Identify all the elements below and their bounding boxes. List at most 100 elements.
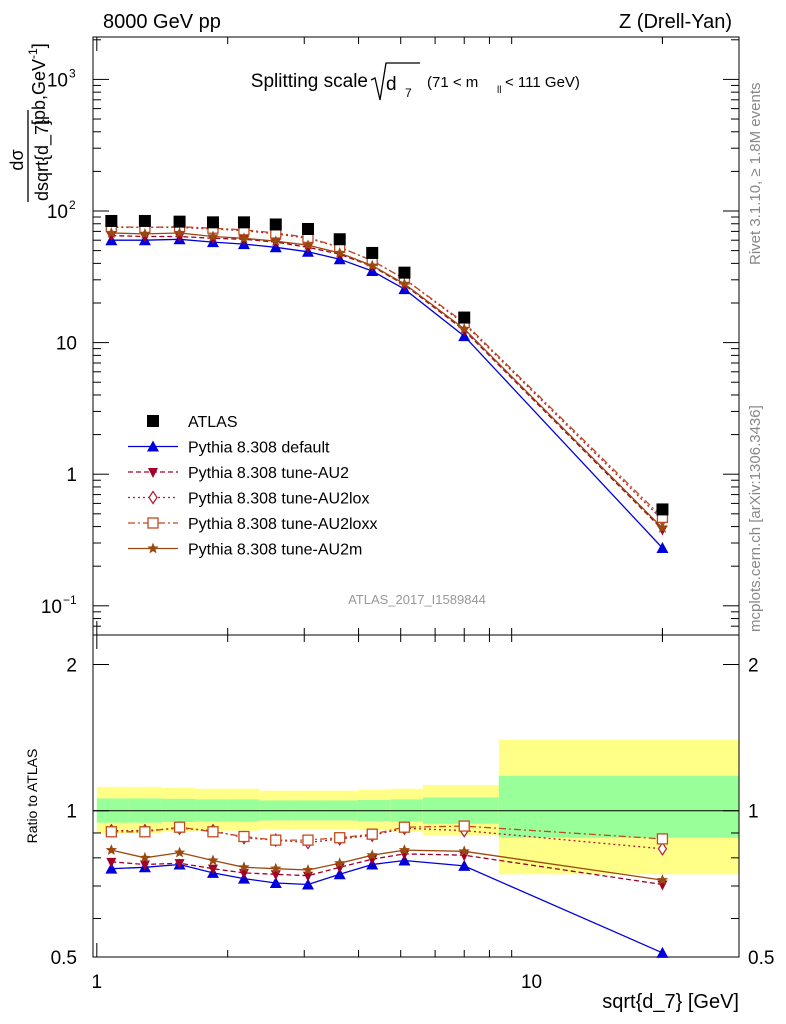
ratio-point-default — [656, 946, 669, 958]
ratio-point-au2 — [139, 860, 150, 871]
point-au2m — [139, 227, 151, 239]
y-tick-label-ratio-right: 1 — [748, 802, 759, 823]
analysis-watermark: ATLAS_2017_I1589844 — [348, 592, 486, 607]
legend-label-au2: Pythia 8.308 tune-AU2 — [188, 465, 349, 482]
axis-ticks — [93, 37, 740, 958]
ratio-point-au2loxx — [207, 826, 219, 838]
legend-marker-au2 — [148, 468, 158, 478]
sqrt-sign-icon — [370, 62, 420, 101]
point-atlas — [173, 215, 186, 228]
ratio-point-au2m — [139, 851, 151, 863]
point-atlas — [366, 246, 379, 259]
point-atlas — [656, 503, 669, 516]
point-atlas — [138, 214, 151, 227]
legend-marker-au2m — [147, 542, 159, 554]
y-tick-label-main: 10 — [47, 70, 68, 91]
ratio-point-default — [105, 862, 118, 874]
x-tick-label: 10 — [521, 972, 542, 993]
ratio-point-default — [269, 877, 282, 889]
y-tick-label-main: 1 — [66, 465, 77, 486]
legend-marker-au2loxx — [147, 517, 159, 529]
ratio-line-au2m — [111, 849, 663, 881]
point-au2m — [270, 235, 282, 246]
y-tick-label-ratio-right: 0.5 — [748, 948, 774, 969]
ratio-point-default — [458, 859, 471, 871]
ratio-point-au2loxx — [270, 834, 282, 846]
y-tick-label-main: 10 — [47, 202, 68, 223]
ratio-point-au2lox — [657, 841, 668, 856]
ratio-point-au2 — [174, 859, 185, 870]
ratio-point-au2m — [270, 862, 282, 874]
ratio-point-au2loxx — [238, 830, 250, 843]
ratio-point-au2m — [173, 846, 186, 858]
y-tick-label-main: 10 — [56, 334, 77, 355]
title-cut-a: (71 < m — [427, 74, 478, 91]
point-atlas — [237, 216, 250, 229]
ratio-point-au2loxx — [139, 826, 151, 838]
ratio-point-au2m — [105, 844, 118, 855]
y-tick-label-ratio-right: 2 — [748, 655, 759, 676]
ratio-point-au2 — [207, 864, 218, 875]
ratio-point-au2m — [398, 844, 411, 855]
ratio-line-au2lox — [111, 827, 663, 850]
ratio-point-au2loxx — [366, 828, 378, 840]
point-au2m — [238, 232, 250, 244]
ratio-point-au2loxx — [334, 832, 346, 844]
ratio-point-default — [333, 868, 346, 880]
series-line-au2m — [111, 232, 663, 529]
title-cut-b: < 111 GeV) — [505, 74, 580, 91]
ratio-point-au2loxx — [656, 833, 669, 845]
y-tick-label-main: 10 — [41, 597, 62, 618]
legend-marker-au2lox — [148, 490, 158, 505]
ratio-point-default — [301, 878, 314, 890]
y-axis-unit: [pb,GeV-1] — [26, 43, 49, 125]
series-line-default — [111, 238, 663, 549]
point-au2m — [207, 230, 219, 242]
band-inner-bin — [498, 775, 739, 838]
point-au2m — [656, 522, 669, 533]
ratio-point-au2m — [334, 857, 346, 868]
chart-title: Splitting scale d 7 (71 < m ll < 111 GeV… — [251, 62, 580, 101]
ylabel-unit-main: [pb,GeV — [29, 59, 49, 125]
title-var: d — [386, 74, 397, 95]
y-tick-label-main-exponent: 3 — [69, 66, 76, 80]
y-tick-label-ratio-left: 0.5 — [51, 948, 77, 969]
ratio-y-axis-label: Ratio to ATLAS — [24, 749, 40, 844]
rivet-label: Rivet 3.1.10, ≥ 1.8M events — [747, 83, 764, 266]
point-au2m — [334, 247, 346, 258]
legend-label-au2lox: Pythia 8.308 tune-AU2lox — [188, 491, 369, 508]
point-atlas — [333, 233, 346, 246]
ratio-point-au2m — [207, 854, 219, 866]
legend-marker-default — [147, 440, 159, 452]
point-atlas — [398, 266, 411, 279]
point-atlas — [301, 222, 314, 235]
ratio-point-au2 — [270, 870, 281, 881]
legend-label-atlas: ATLAS — [188, 414, 238, 431]
ylabel-unit-sup: -1 — [26, 48, 40, 59]
ratio-point-au2 — [302, 871, 313, 882]
y-tick-label-main-exponent: 2 — [69, 198, 76, 212]
x-tick-label: 1 — [92, 972, 103, 993]
data-series — [105, 214, 669, 958]
series-line-au2lox — [111, 226, 663, 521]
ratio-point-au2loxx — [398, 821, 411, 833]
ratio-point-au2m — [458, 845, 470, 857]
y-axis-label: dσ dsqrt{d_7} — [7, 110, 53, 202]
point-au2m — [398, 277, 411, 289]
ratio-frame — [92, 634, 740, 958]
legend: ATLAS Pythia 8.308 default Pythia 8.308 tu… — [128, 414, 377, 559]
y-tick-label-ratio-left: 1 — [66, 802, 77, 823]
legend-label-au2m: Pythia 8.308 tune-AU2m — [188, 542, 362, 559]
title-prefix: Splitting scale — [251, 71, 368, 92]
title-var-sub: 7 — [405, 86, 412, 100]
ratio-line-au2 — [111, 853, 663, 886]
ratio-point-au2loxx — [302, 834, 314, 846]
ratio-point-au2m — [656, 874, 669, 885]
y-tick-label-main-exponent: −1 — [63, 593, 77, 607]
point-atlas — [269, 218, 282, 231]
ratio-uncertainty-bands — [96, 739, 739, 875]
ratio-point-au2loxx — [173, 821, 186, 833]
ylabel-numerator: dσ — [7, 149, 27, 170]
